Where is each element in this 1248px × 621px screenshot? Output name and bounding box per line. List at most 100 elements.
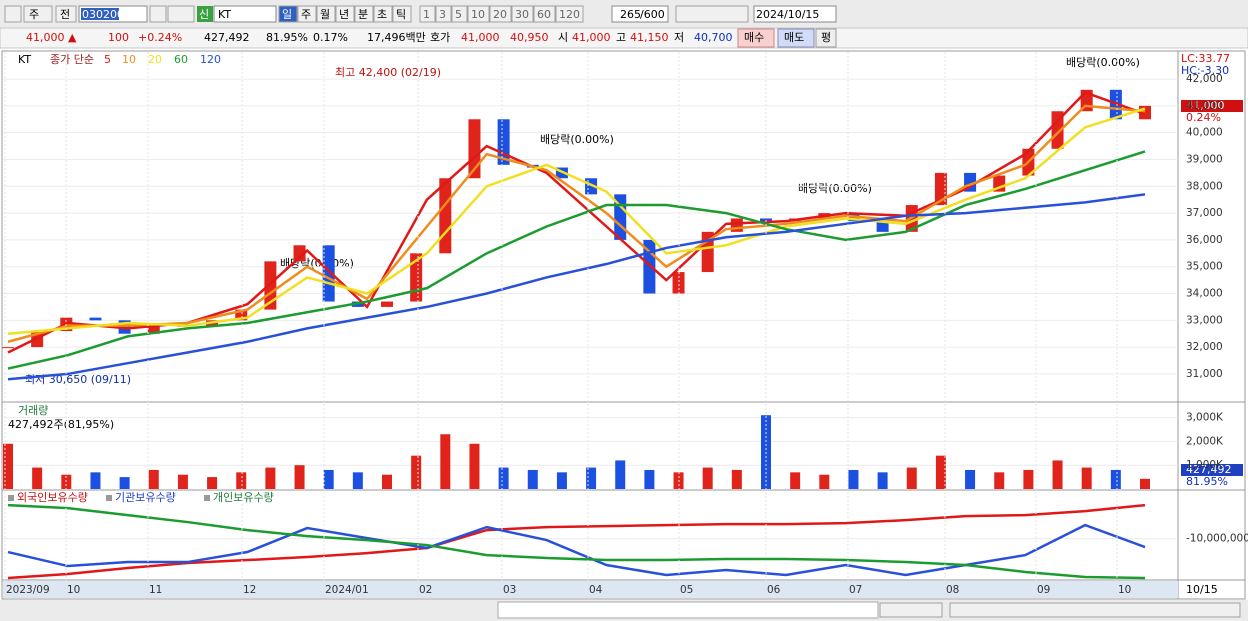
interval-button[interactable] xyxy=(335,5,355,23)
interval-button[interactable] xyxy=(392,5,412,23)
vol-ratio: 81.95% xyxy=(266,31,308,44)
moving-average xyxy=(7,193,1146,381)
step: 10 xyxy=(471,8,485,21)
legend-label: 종가 단순 xyxy=(50,53,94,66)
x-tick-label: 12 xyxy=(243,584,256,596)
volume-bar xyxy=(3,443,13,489)
volume-bar xyxy=(207,477,218,489)
moving-average xyxy=(7,107,1146,335)
low: 40,700 xyxy=(694,31,733,44)
stock-name: KT xyxy=(218,8,231,21)
x-tick-label: 11 xyxy=(149,584,162,596)
y-tick-label: -10,000,000 xyxy=(1186,533,1248,545)
x-axis-band xyxy=(3,581,1178,598)
moving-average xyxy=(7,150,1146,370)
badge-box xyxy=(197,6,213,22)
buy: 매수 xyxy=(744,31,764,44)
sound-button[interactable] xyxy=(167,5,195,23)
interval: 월 xyxy=(320,8,330,21)
badge: 신 xyxy=(199,8,209,21)
holding-line xyxy=(7,503,1146,580)
sell-button[interactable] xyxy=(777,28,815,48)
candle xyxy=(730,218,743,232)
dividend-annotation: 배당락(0.00%) xyxy=(798,182,872,195)
interval-button[interactable] xyxy=(354,5,374,23)
candle xyxy=(381,301,393,307)
legend-entry: 120 xyxy=(200,53,221,66)
y-tick-label: 34,000 xyxy=(1186,288,1223,300)
interval: 일 xyxy=(282,7,292,21)
high-label: 고 xyxy=(616,31,626,44)
step-button[interactable] xyxy=(489,5,512,23)
prev-button[interactable] xyxy=(55,5,77,23)
bid: 40,950 xyxy=(510,31,549,44)
avg-button[interactable] xyxy=(815,28,837,48)
step-button[interactable] xyxy=(451,5,468,23)
step: 60 xyxy=(537,8,551,21)
step-button[interactable] xyxy=(419,5,436,23)
y-tick-label: 42,000 xyxy=(1186,73,1223,85)
x-tick-label: 04 xyxy=(589,584,603,596)
candle xyxy=(89,317,102,321)
step: 5 xyxy=(455,8,462,21)
search-button[interactable] xyxy=(149,5,167,23)
interval-button[interactable] xyxy=(373,5,393,23)
volume-bar xyxy=(1023,469,1034,489)
tool-buttons[interactable] xyxy=(675,5,749,23)
ask-label: 호가 xyxy=(430,31,450,44)
volume-bar xyxy=(294,465,305,489)
menu-button[interactable] xyxy=(4,5,22,23)
high-annotation: 최고 42,400 (02/19) xyxy=(335,66,441,79)
volume-bar xyxy=(731,469,742,489)
period-select[interactable] xyxy=(23,5,53,23)
step-button[interactable] xyxy=(533,5,556,23)
volume-bar xyxy=(469,443,480,489)
volume-bar xyxy=(790,472,801,489)
period: 주 xyxy=(29,8,39,21)
volume-bar xyxy=(90,472,101,489)
candle xyxy=(934,172,947,206)
volume-bar xyxy=(440,434,451,489)
volume-bar xyxy=(965,469,976,489)
y-tick-label: 2,000K xyxy=(1186,435,1224,447)
volume-bar xyxy=(848,469,859,489)
y-tick-label: 37,000 xyxy=(1186,207,1223,219)
legend-entry: 60 xyxy=(174,53,188,66)
step-button[interactable] xyxy=(555,5,584,23)
x-tick-label: 06 xyxy=(767,584,781,596)
interval-button[interactable] xyxy=(316,5,336,23)
y-tick-label: 3,000K xyxy=(1186,412,1224,424)
candle xyxy=(235,309,248,321)
count-box[interactable] xyxy=(611,5,669,23)
code-highlight xyxy=(81,8,119,20)
step-button[interactable] xyxy=(467,5,490,23)
zoom-controls[interactable] xyxy=(949,602,1241,618)
y-tick-label: 41,000 xyxy=(1186,100,1223,112)
step: 30 xyxy=(515,8,529,21)
low-annotation: 최저 30,650 (09/11) xyxy=(25,373,131,386)
volume-bar xyxy=(236,472,247,489)
interval-button[interactable] xyxy=(297,5,317,23)
volume-bar xyxy=(498,467,509,489)
last-price-box xyxy=(1181,100,1243,112)
last-volume: 427,492 xyxy=(1186,463,1232,476)
step-button[interactable] xyxy=(511,5,534,23)
step-button[interactable] xyxy=(435,5,452,23)
interval-button[interactable] xyxy=(278,5,298,23)
volume-bar xyxy=(877,472,888,489)
interval: 틱 xyxy=(396,8,406,21)
date-box[interactable] xyxy=(753,5,837,23)
play-controls[interactable] xyxy=(879,602,943,618)
dividend-annotation: 배당락(0.00%) xyxy=(1066,56,1140,69)
volume-bar xyxy=(1081,467,1092,489)
rate: +0.24% xyxy=(138,31,182,44)
y-tick-label: 39,000 xyxy=(1186,153,1223,165)
chart-frame xyxy=(1,50,1246,600)
legend-swatch xyxy=(204,495,210,501)
volume-bar xyxy=(265,467,276,489)
candle xyxy=(1051,111,1064,149)
buy-button[interactable] xyxy=(737,28,775,48)
scrollbar[interactable] xyxy=(497,601,879,619)
